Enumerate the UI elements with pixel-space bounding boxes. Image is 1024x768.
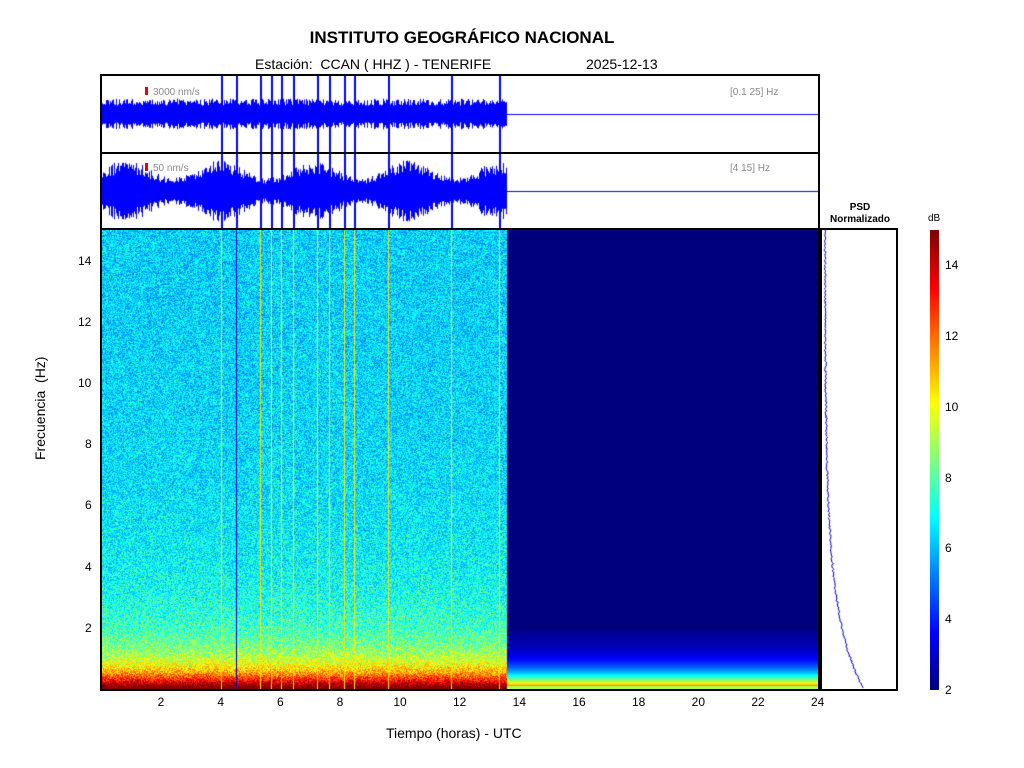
waveform-panel-filtered xyxy=(100,152,820,230)
psd-panel xyxy=(820,228,898,691)
x-tick-label: 12 xyxy=(453,695,466,709)
chart-title: INSTITUTO GEOGRÁFICO NACIONAL xyxy=(0,28,924,48)
x-tick-label: 14 xyxy=(513,695,526,709)
band-label: [4 15] Hz xyxy=(730,163,770,174)
amplitude-label: 3000 nm/s xyxy=(153,87,200,98)
x-tick-label: 16 xyxy=(572,695,585,709)
band-label: [0.1 25] Hz xyxy=(730,87,778,98)
y-tick-label: 6 xyxy=(85,498,92,512)
waveform-trace xyxy=(102,76,818,152)
y-tick-label: 4 xyxy=(85,560,92,574)
x-tick-label: 22 xyxy=(751,695,764,709)
colorbar-tick-label: 4 xyxy=(945,612,952,626)
y-tick-label: 14 xyxy=(78,254,91,268)
x-tick-label: 20 xyxy=(692,695,705,709)
waveform-trace xyxy=(102,154,818,228)
amplitude-scale: 50 nm/s xyxy=(145,163,189,174)
x-tick-label: 24 xyxy=(811,695,824,709)
y-axis-label: Frecuencia (Hz) xyxy=(32,357,48,460)
x-tick-label: 18 xyxy=(632,695,645,709)
colorbar xyxy=(930,230,939,690)
y-tick-label: 8 xyxy=(85,437,92,451)
spectrogram-panel xyxy=(100,228,820,691)
psd-title: PSD Normalizado xyxy=(818,202,902,226)
date-label: 2025-12-13 xyxy=(586,56,658,72)
amplitude-scale: 3000 nm/s xyxy=(145,87,200,98)
x-tick-label: 8 xyxy=(337,695,344,709)
colorbar-tick-label: 14 xyxy=(945,258,958,272)
waveform-panel-broadband xyxy=(100,74,820,154)
colorbar-tick-label: 10 xyxy=(945,400,958,414)
y-tick-label: 10 xyxy=(78,376,91,390)
x-tick-label: 6 xyxy=(277,695,284,709)
scale-bar-icon xyxy=(145,87,148,95)
colorbar-label: dB xyxy=(928,213,940,224)
colorbar-tick-label: 12 xyxy=(945,329,958,343)
amplitude-label: 50 nm/s xyxy=(153,163,189,174)
x-tick-label: 4 xyxy=(217,695,224,709)
x-tick-label: 2 xyxy=(158,695,165,709)
scale-bar-icon xyxy=(145,163,148,171)
y-tick-label: 12 xyxy=(78,315,91,329)
x-tick-label: 10 xyxy=(393,695,406,709)
station-label: Estación: CCAN ( HHZ ) - TENERIFE xyxy=(255,56,491,72)
psd-curve xyxy=(822,230,896,689)
spectrogram-heatmap xyxy=(102,230,818,689)
x-axis-label: Tiempo (horas) - UTC xyxy=(386,725,522,741)
colorbar-tick-label: 8 xyxy=(945,471,952,485)
colorbar-tick-label: 2 xyxy=(945,683,952,697)
psd-title-line2: Normalizado xyxy=(818,214,902,226)
colorbar-tick-label: 6 xyxy=(945,541,952,555)
psd-title-line1: PSD xyxy=(818,202,902,214)
y-tick-label: 2 xyxy=(85,621,92,635)
